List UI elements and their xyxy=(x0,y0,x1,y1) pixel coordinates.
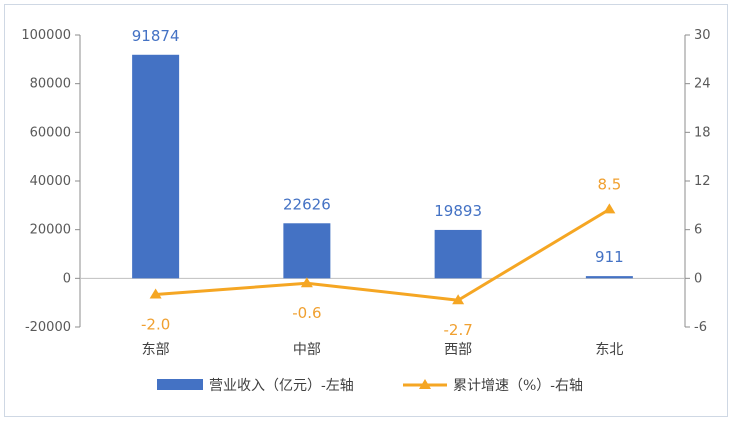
legend-line-marker xyxy=(419,379,431,389)
right-axis: 30 24 18 12 6 0 -6 xyxy=(684,28,711,335)
bar-data-label: 22626 xyxy=(283,195,331,213)
legend-bar-swatch xyxy=(157,379,203,390)
bar xyxy=(283,223,331,279)
category-label: 中部 xyxy=(293,342,321,358)
bar-series: 91874 22626 19893 911 xyxy=(132,27,633,279)
left-axis-tick-label: 0 xyxy=(63,271,71,286)
line-data-label: -0.6 xyxy=(292,304,321,322)
right-axis-tick-label: 18 xyxy=(694,125,711,140)
line-marker xyxy=(300,277,313,288)
category-label: 东北 xyxy=(595,342,623,358)
line-data-label: 8.5 xyxy=(597,175,621,193)
bar-data-label: 19893 xyxy=(434,202,482,220)
left-axis: 100000 80000 60000 40000 20000 0 -20000 xyxy=(21,28,81,335)
line-marker xyxy=(603,203,616,214)
category-label: 东部 xyxy=(142,342,170,358)
line-path xyxy=(155,208,611,302)
right-axis-tick-label: 0 xyxy=(694,271,702,286)
right-axis-tick-label: -6 xyxy=(694,320,707,335)
left-axis-tick-label: 60000 xyxy=(30,125,71,140)
left-axis-tick-label: 20000 xyxy=(30,223,71,238)
bar-data-label: 911 xyxy=(595,248,624,266)
legend-bar-label: 营业收入（亿元）-左轴 xyxy=(209,378,354,394)
right-axis-tick-label: 30 xyxy=(694,28,711,43)
right-axis-tick-label: 12 xyxy=(694,174,711,189)
chart-canvas: 100000 80000 60000 40000 20000 0 -20000 30 24 18… xyxy=(21,27,711,394)
category-labels: 东部 中部 西部 东北 xyxy=(142,342,624,358)
legend: 营业收入（亿元）-左轴 累计增速（%）-右轴 xyxy=(157,378,583,394)
bar xyxy=(434,229,482,279)
category-label: 西部 xyxy=(444,342,472,358)
bar-data-label: 91874 xyxy=(132,27,180,45)
line-data-label: -2.0 xyxy=(141,316,170,334)
bar xyxy=(132,54,180,279)
left-axis-tick-label: 40000 xyxy=(30,174,71,189)
left-axis-tick-label: 100000 xyxy=(21,28,71,43)
line-series: -2.0 -0.6 -2.7 8.5 xyxy=(141,175,621,339)
legend-line-label: 累计增速（%）-右轴 xyxy=(453,378,583,394)
chart-frame: 100000 80000 60000 40000 20000 0 -20000 30 24 18… xyxy=(4,4,728,417)
bar xyxy=(585,276,633,279)
right-axis-tick-label: 24 xyxy=(694,77,711,92)
line-data-label: -2.7 xyxy=(443,321,472,339)
left-axis-tick-label: 80000 xyxy=(30,77,71,92)
right-axis-tick-label: 6 xyxy=(694,223,702,238)
left-axis-tick-label: -20000 xyxy=(25,320,71,335)
line-marker xyxy=(452,294,465,305)
line-marker xyxy=(149,288,162,299)
